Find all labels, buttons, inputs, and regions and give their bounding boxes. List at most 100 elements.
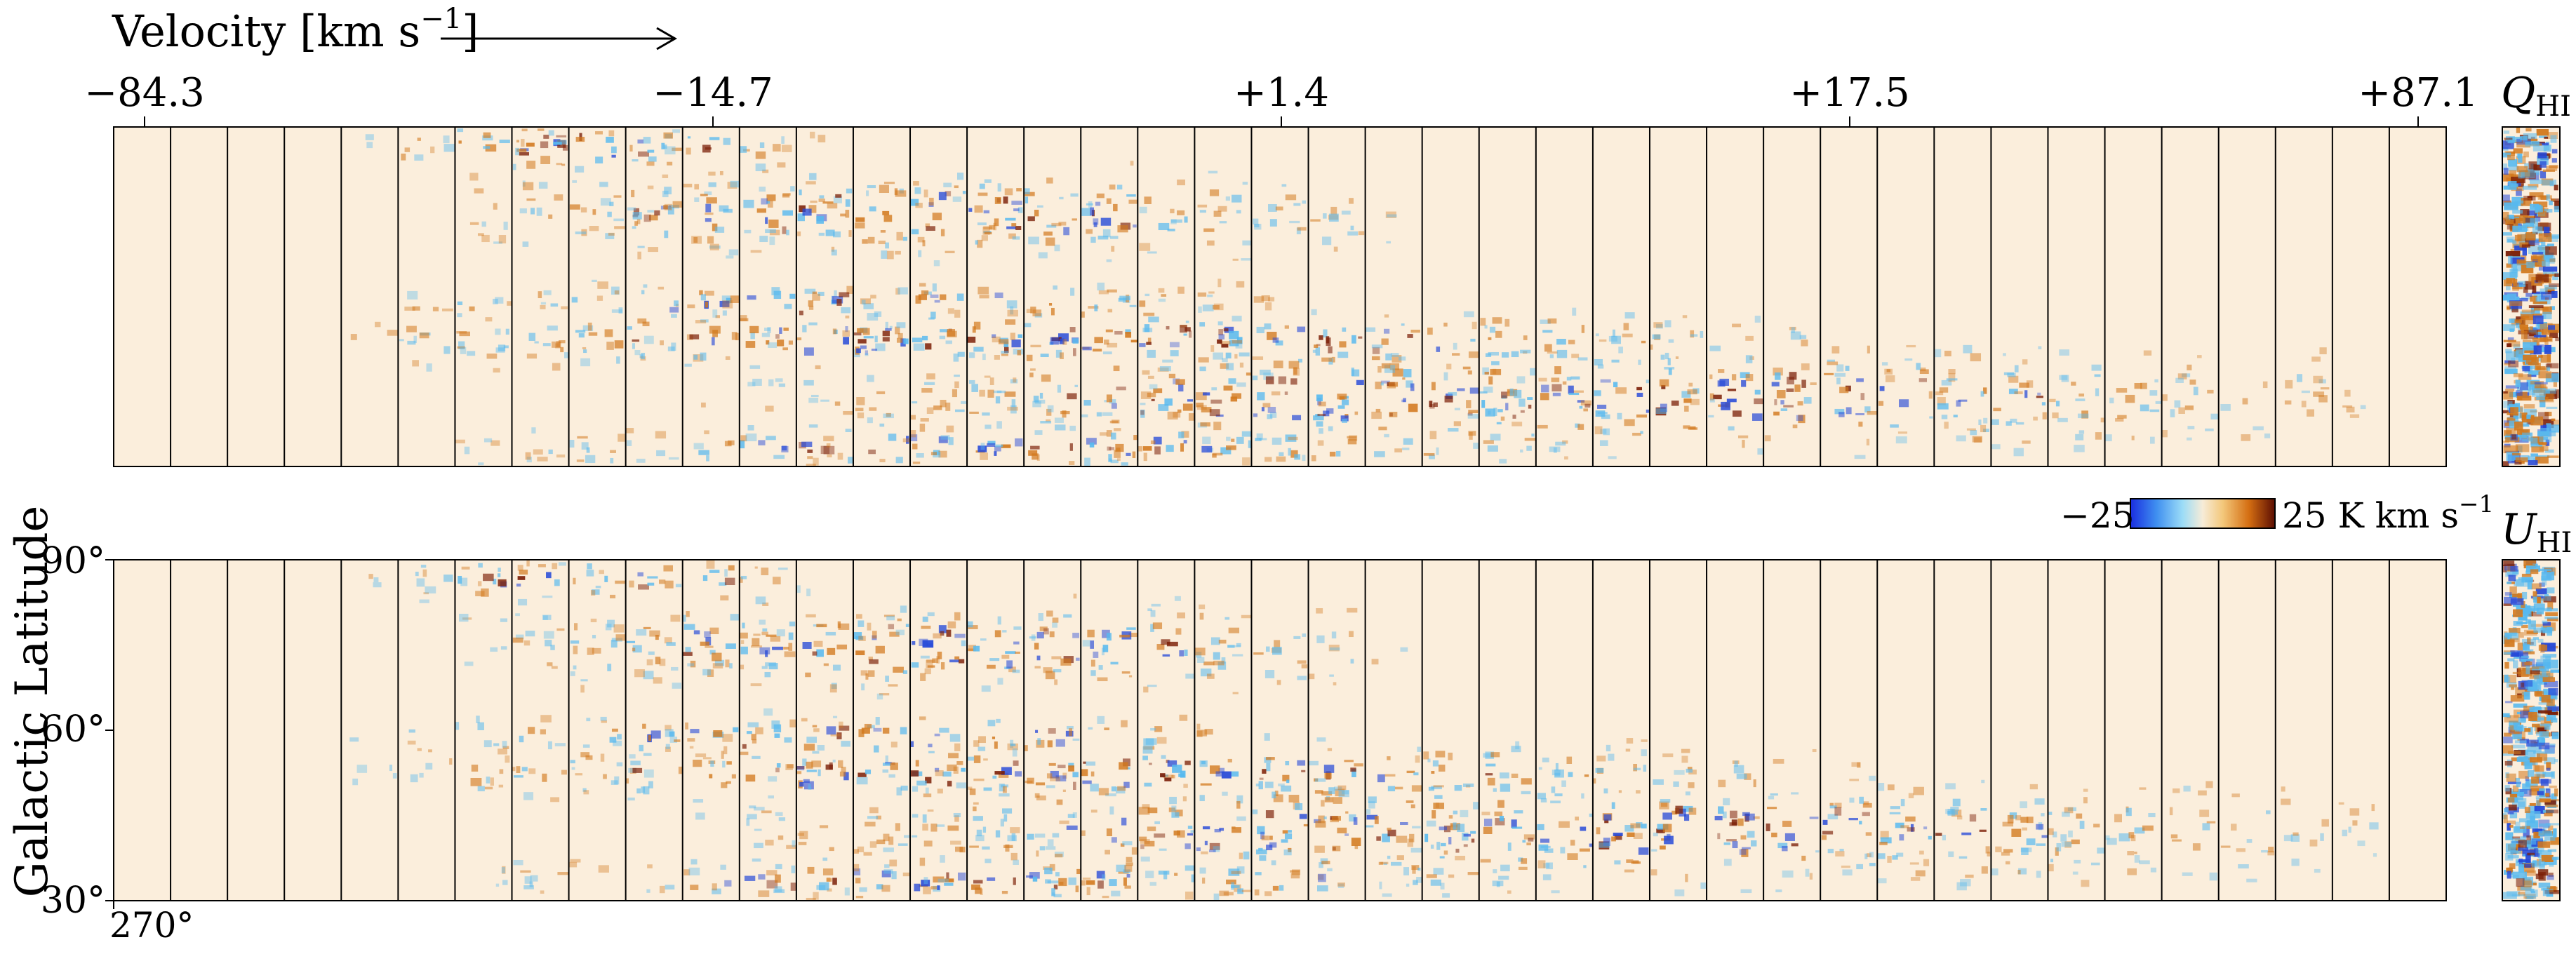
channel-map [2388, 127, 2446, 466]
channel-map [1194, 560, 1252, 901]
channel-map [2161, 560, 2219, 901]
channel-map [1990, 127, 2048, 466]
channel-map [1706, 127, 1764, 466]
channel-map [966, 127, 1025, 466]
channel-map [2274, 560, 2333, 901]
channel-map [1706, 560, 1764, 901]
channel-map [283, 560, 342, 901]
channel-map [1307, 127, 1366, 466]
channel-map [2217, 560, 2276, 901]
channel-map [511, 560, 569, 901]
channel-map [1307, 560, 1366, 901]
channel-map [681, 560, 740, 901]
channel-map [340, 127, 399, 466]
channel-map [113, 560, 171, 901]
channel-map [2047, 127, 2105, 466]
channel-map [1763, 560, 1821, 901]
channel-map [568, 560, 626, 901]
channel-map [625, 560, 683, 901]
channel-map [2161, 127, 2219, 466]
panel-label-u: UHI [2501, 505, 2572, 559]
channel-map [1820, 127, 1878, 466]
velocity-arrow [441, 27, 678, 51]
channel-map [283, 127, 342, 466]
velocity-tick-label: −14.7 [653, 70, 773, 116]
channel-map [1137, 127, 1195, 466]
channel-map [2104, 127, 2162, 466]
channel-map [1023, 127, 1081, 466]
channel-map [1535, 560, 1593, 901]
channel-map [625, 127, 683, 466]
channel-map [2274, 127, 2333, 466]
channel-map [909, 560, 968, 901]
channel-map [852, 127, 911, 466]
channel-map [1250, 560, 1309, 901]
channel-map [1933, 127, 1991, 466]
channel-map [738, 127, 796, 466]
channel-map [1421, 127, 1479, 466]
channel-map [795, 560, 853, 901]
map-panel-q [113, 126, 2447, 467]
channel-map [113, 127, 171, 466]
velocity-axis-title: Velocity [km s−1] [112, 3, 479, 57]
map-frame [113, 126, 2447, 467]
channel-map [454, 560, 512, 901]
channel-map [2331, 127, 2389, 466]
channel-map [1364, 560, 1422, 901]
channel-map [170, 127, 228, 466]
channel-map [340, 560, 399, 901]
integrated-map-q [2502, 126, 2561, 467]
channel-map [852, 560, 911, 901]
channel-map [1364, 127, 1422, 466]
channel-map [397, 560, 455, 901]
channel-map [738, 560, 796, 901]
velocity-tick-label: −84.3 [84, 70, 205, 116]
y-tick-label: 30° [40, 880, 105, 922]
channel-map [1591, 127, 1650, 466]
channel-map [227, 127, 285, 466]
channel-map [1820, 560, 1878, 901]
y-tick-label: 60° [40, 708, 105, 751]
channel-map [454, 127, 512, 466]
x-tick-label: 270° [109, 905, 194, 946]
channel-map [227, 560, 285, 901]
velocity-tick-label: +17.5 [1789, 70, 1910, 116]
channel-map [1876, 560, 1935, 901]
channel-map [1194, 127, 1252, 466]
integrated-map-u [2502, 559, 2561, 901]
channel-map [795, 127, 853, 466]
channel-map [1137, 560, 1195, 901]
channel-map [170, 560, 228, 901]
channel-map [1933, 560, 1991, 901]
channel-map [1535, 127, 1593, 466]
channel-map [2388, 560, 2446, 901]
channel-map [681, 127, 740, 466]
colorbar-min-label: −25 [2060, 495, 2135, 536]
channel-map [1648, 127, 1707, 466]
channel-map [1023, 560, 1081, 901]
channel-map [2331, 560, 2389, 901]
channel-map [1080, 127, 1138, 466]
channel-map [511, 127, 569, 466]
channel-map [2217, 127, 2276, 466]
channel-map [1478, 127, 1536, 466]
channel-map [909, 127, 968, 466]
channel-map [2047, 560, 2105, 901]
channel-map [1421, 560, 1479, 901]
channel-map [1080, 560, 1138, 901]
channel-map [1990, 560, 2048, 901]
channel-map [568, 127, 626, 466]
colorbar [2130, 498, 2276, 529]
panel-label-q: QHI [2501, 69, 2571, 123]
colorbar-max-label: 25 K km s−1 [2282, 490, 2495, 536]
channel-map [966, 560, 1025, 901]
map-panel-u [113, 559, 2447, 901]
channel-map [1591, 560, 1650, 901]
y-tick-label: 90° [40, 540, 105, 582]
channel-map [2104, 560, 2162, 901]
channel-map [397, 127, 455, 466]
velocity-tick-label: +87.1 [2358, 70, 2478, 116]
channel-map [1763, 127, 1821, 466]
channel-map [1648, 560, 1707, 901]
